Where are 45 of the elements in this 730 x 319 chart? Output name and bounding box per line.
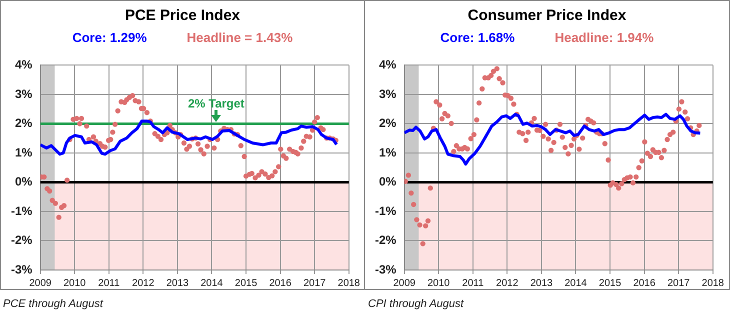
x-tick-label: 2014 — [564, 278, 588, 289]
y-tick-label: -3% — [10, 262, 33, 276]
y-tick-label: -3% — [374, 262, 397, 276]
text: Core: 1.68% — [440, 30, 515, 47]
y-tick-label: 1% — [378, 145, 397, 160]
x-tick-label: 2010 — [427, 278, 450, 289]
y-tick-label: 3% — [378, 86, 397, 101]
y-tick-label: 0% — [14, 174, 33, 189]
x-tick-label: 2012 — [496, 278, 519, 289]
x-tick-label: 2010 — [63, 278, 86, 289]
x-tick-label: 2018 — [338, 278, 360, 289]
y-tick-label: 3% — [14, 86, 33, 101]
x-tick-label: 2016 — [633, 278, 656, 289]
text: Headline: 1.94% — [554, 30, 654, 47]
x-tick-label: 2018 — [702, 278, 724, 289]
ref-line-label: 2% Target — [188, 96, 244, 111]
y-tick-label: -1% — [10, 204, 33, 218]
text: PCE through August — [2, 297, 104, 310]
x-tick-label: 2014 — [200, 278, 224, 289]
y-tick-label: -2% — [10, 233, 33, 248]
text: CPI through August — [367, 297, 465, 310]
x-tick-label: 2017 — [667, 278, 690, 289]
chart-title: PCE Price Index — [124, 7, 242, 26]
text: Headline = 1.43% — [186, 30, 293, 47]
y-tick-label: -2% — [374, 233, 397, 248]
x-tick-label: 2015 — [598, 278, 622, 289]
y-tick-label: 0% — [378, 174, 397, 189]
text: Core: 1.29% — [72, 30, 147, 47]
y-tick-label: 2% — [378, 116, 397, 130]
y-tick-label: 2% — [14, 116, 33, 130]
chart-title: Consumer Price Index — [466, 7, 628, 26]
y-tick-label: -1% — [374, 204, 397, 218]
x-tick-label: 2009 — [29, 278, 52, 289]
x-tick-label: 2013 — [166, 278, 190, 289]
x-tick-label: 2015 — [234, 278, 258, 289]
x-tick-label: 2011 — [98, 278, 120, 289]
x-tick-label: 2009 — [393, 278, 416, 289]
x-tick-label: 2013 — [530, 278, 554, 289]
x-tick-label: 2012 — [132, 278, 155, 289]
y-tick-label: 4% — [14, 58, 33, 72]
x-tick-label: 2017 — [303, 278, 326, 289]
x-tick-label: 2016 — [269, 278, 292, 289]
x-tick-label: 2011 — [462, 278, 484, 289]
y-tick-label: 4% — [378, 58, 397, 72]
y-tick-label: 1% — [14, 145, 33, 160]
